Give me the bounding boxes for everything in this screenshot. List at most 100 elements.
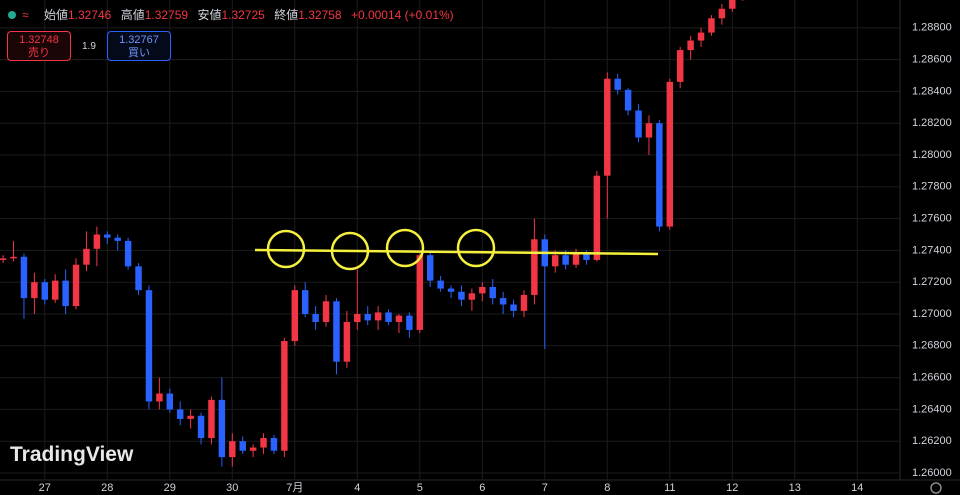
x-tick-label: 5 — [417, 482, 423, 494]
candle-body — [93, 234, 101, 249]
candle-body — [135, 266, 142, 291]
candle-body — [364, 314, 371, 321]
low-value: 1.32725 — [221, 8, 265, 22]
symbol-icon: ≈ — [22, 8, 29, 22]
horizontal-line-drawing — [254, 248, 659, 256]
candle-body — [729, 0, 736, 9]
candle-body — [479, 286, 486, 294]
candle-body — [124, 240, 132, 267]
candle-body — [239, 441, 246, 451]
candle-body — [426, 255, 434, 281]
x-tick-label: 13 — [789, 482, 801, 494]
y-tick-label: 1.27800 — [912, 181, 952, 193]
open-label: 始値 — [43, 8, 68, 22]
ohlc-header: ≈ 始値1.32746 高値1.32759 安値1.32725 終値1.3275… — [8, 6, 460, 23]
circle-drawing — [330, 231, 370, 271]
y-tick-label: 1.28200 — [912, 117, 952, 129]
candle-body — [208, 399, 215, 439]
close-value: 1.32758 — [298, 8, 342, 22]
candle-body — [312, 314, 319, 322]
y-tick-label: 1.28600 — [912, 54, 952, 66]
candle-body — [697, 32, 705, 41]
candle-body — [114, 237, 121, 241]
candle-body — [593, 175, 601, 260]
x-tick-label: 7月 — [286, 482, 303, 494]
candle-body — [468, 293, 476, 300]
buy-label: 買い — [128, 47, 150, 59]
circle-drawing — [385, 228, 425, 268]
candle-body — [437, 280, 444, 289]
circle-drawing — [266, 229, 306, 269]
low-label: 安値 — [197, 8, 222, 22]
brand-logo: TradingView — [10, 443, 134, 466]
y-tick-label: 1.26800 — [912, 340, 952, 352]
candle-body — [531, 239, 538, 295]
candle-body — [51, 280, 59, 300]
sell-label: 売り — [28, 47, 50, 59]
candle-body — [229, 441, 236, 458]
candle-body — [604, 78, 611, 176]
candle-body — [687, 40, 694, 51]
x-tick-label: 27 — [39, 482, 51, 494]
candle-body — [270, 438, 278, 451]
open-value: 1.32746 — [67, 8, 112, 22]
y-tick-label: 1.27200 — [912, 276, 952, 288]
candle-body — [333, 301, 340, 362]
candle-body — [635, 110, 642, 138]
candle-body — [510, 304, 517, 311]
candle-body — [41, 282, 49, 300]
x-tick-label: 7 — [542, 482, 548, 494]
candle-body — [447, 288, 455, 292]
candle-body — [31, 282, 38, 299]
x-tick-label: 11 — [664, 482, 675, 494]
y-tick-label: 1.28800 — [912, 22, 952, 34]
candle-body — [354, 314, 361, 322]
candle-body — [416, 255, 424, 330]
sell-price: 1.32748 — [19, 34, 59, 46]
candle-body — [374, 312, 382, 321]
candle-body — [291, 290, 299, 342]
candle-body — [20, 256, 28, 299]
x-tick-label: 4 — [354, 482, 360, 494]
spread: 1.9 — [82, 41, 96, 52]
candle-body — [145, 290, 153, 402]
candle-body — [343, 321, 351, 362]
candle-body — [499, 298, 507, 305]
y-tick-label: 1.26400 — [912, 403, 952, 415]
candle-body — [551, 255, 559, 267]
candle-body — [176, 409, 184, 419]
candle-body — [62, 280, 69, 307]
candle-body — [676, 50, 684, 82]
y-tick-label: 1.27600 — [912, 213, 952, 225]
x-tick-label: 6 — [479, 482, 485, 494]
candle-body — [166, 393, 174, 410]
candle-body — [322, 301, 330, 322]
candle-body — [83, 248, 90, 265]
candle-body — [614, 78, 621, 90]
candle-body — [406, 315, 413, 330]
candle-body — [260, 438, 267, 448]
candle-body — [72, 264, 80, 307]
candle-body — [624, 89, 632, 111]
close-label: 終値 — [274, 8, 299, 22]
candle-body — [458, 291, 465, 300]
high-value: 1.32759 — [144, 8, 189, 22]
high-label: 高値 — [120, 8, 145, 22]
x-tick-label: 14 — [851, 482, 863, 494]
candle-body — [281, 341, 288, 451]
candle-body — [0, 258, 7, 260]
y-tick-label: 1.26200 — [912, 435, 952, 447]
y-tick-label: 1.27000 — [912, 308, 952, 320]
candle-body — [718, 8, 726, 19]
sell-button[interactable]: 1.32748 売り — [7, 31, 71, 61]
settings-icon[interactable] — [930, 482, 942, 494]
candle-body — [666, 81, 674, 227]
candle-body — [645, 123, 653, 138]
buy-button[interactable]: 1.32767 買い — [107, 31, 171, 61]
candle-body — [562, 255, 569, 265]
y-tick-label: 1.28400 — [912, 85, 952, 97]
x-tick-label: 8 — [604, 482, 610, 494]
candle-body — [187, 415, 194, 419]
x-tick-label: 29 — [164, 482, 176, 494]
